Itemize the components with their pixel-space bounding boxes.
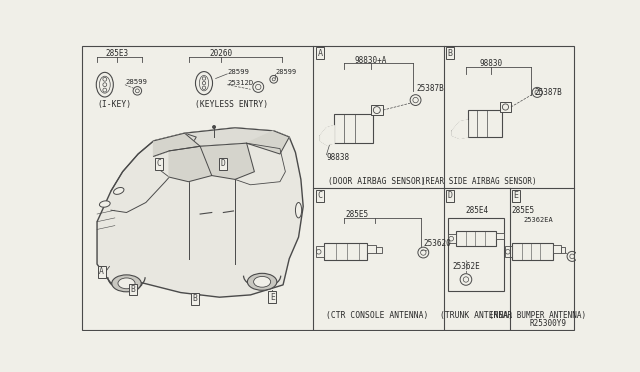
Text: A: A — [317, 49, 323, 58]
Bar — [505, 246, 513, 257]
Text: 20260: 20260 — [209, 49, 232, 58]
Ellipse shape — [199, 76, 209, 91]
Text: D: D — [221, 160, 226, 169]
Polygon shape — [97, 128, 303, 297]
Ellipse shape — [118, 278, 135, 289]
Polygon shape — [246, 131, 289, 154]
Ellipse shape — [112, 275, 141, 292]
Polygon shape — [200, 143, 254, 179]
Bar — [448, 218, 504, 291]
Text: E: E — [513, 191, 518, 200]
Text: (CTR CONSOLE ANTENNA): (CTR CONSOLE ANTENNA) — [326, 311, 428, 320]
Text: (KEYLESS ENTRY): (KEYLESS ENTRY) — [195, 100, 268, 109]
Text: 285E5: 285E5 — [512, 206, 535, 215]
Ellipse shape — [253, 276, 271, 287]
Bar — [456, 231, 496, 246]
Bar — [324, 243, 367, 260]
Ellipse shape — [296, 202, 301, 218]
Polygon shape — [169, 146, 212, 182]
Circle shape — [212, 125, 216, 129]
Polygon shape — [154, 128, 289, 156]
Text: 25312D: 25312D — [227, 80, 253, 86]
Ellipse shape — [96, 73, 113, 97]
Bar — [316, 246, 324, 257]
Text: (REAR BUMPER ANTENNA): (REAR BUMPER ANTENNA) — [489, 311, 586, 320]
Polygon shape — [452, 120, 467, 139]
Circle shape — [123, 279, 131, 287]
Text: 25387B: 25387B — [534, 88, 562, 97]
Ellipse shape — [99, 76, 110, 93]
Bar — [467, 110, 502, 137]
Text: 285E4: 285E4 — [465, 206, 488, 215]
Text: B: B — [447, 49, 452, 58]
Text: 98830: 98830 — [479, 60, 502, 68]
Text: (I-KEY): (I-KEY) — [98, 100, 132, 109]
Polygon shape — [320, 125, 334, 145]
Text: (TRUNK ANTENNA): (TRUNK ANTENNA) — [440, 311, 513, 320]
Text: C: C — [157, 160, 161, 169]
Text: B: B — [131, 285, 135, 294]
Text: 28599: 28599 — [125, 78, 147, 84]
Bar — [371, 105, 383, 115]
Ellipse shape — [195, 71, 212, 95]
Circle shape — [259, 278, 266, 286]
Text: E: E — [270, 293, 275, 302]
Text: 25362EA: 25362EA — [523, 217, 553, 223]
Text: (REAR SIDE AIRBAG SENSOR): (REAR SIDE AIRBAG SENSOR) — [421, 177, 537, 186]
Ellipse shape — [248, 273, 277, 290]
Text: D: D — [447, 191, 452, 200]
Bar — [367, 245, 376, 253]
Ellipse shape — [113, 187, 124, 195]
Text: 28599: 28599 — [275, 68, 296, 75]
Bar — [500, 102, 511, 112]
Text: R25300Y9: R25300Y9 — [530, 319, 566, 328]
Bar — [334, 114, 373, 143]
Text: 285E5: 285E5 — [346, 209, 369, 218]
Polygon shape — [154, 133, 200, 156]
Text: 253620: 253620 — [423, 239, 451, 248]
Ellipse shape — [99, 201, 110, 207]
Text: 285E3: 285E3 — [106, 49, 129, 58]
Bar — [513, 243, 553, 260]
Text: 25362E: 25362E — [452, 262, 480, 271]
Bar — [561, 247, 565, 253]
Text: (DOOR AIRBAG SENSOR): (DOOR AIRBAG SENSOR) — [328, 177, 426, 186]
Bar — [553, 245, 561, 253]
Text: C: C — [317, 191, 323, 200]
Bar — [448, 234, 456, 243]
Text: 98830+A: 98830+A — [355, 55, 387, 64]
Text: 28599: 28599 — [227, 69, 249, 76]
Text: B: B — [192, 294, 197, 303]
Bar — [496, 232, 504, 239]
Text: 25387B: 25387B — [417, 84, 444, 93]
Text: A: A — [99, 267, 104, 276]
Bar — [376, 247, 382, 253]
Text: 98838: 98838 — [326, 153, 349, 162]
